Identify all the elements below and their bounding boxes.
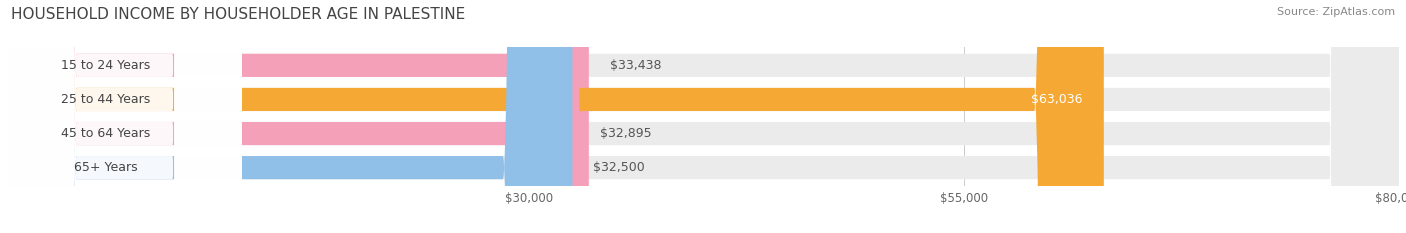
FancyBboxPatch shape	[7, 0, 242, 233]
Text: 45 to 64 Years: 45 to 64 Years	[60, 127, 150, 140]
FancyBboxPatch shape	[7, 0, 579, 233]
Text: $33,438: $33,438	[610, 59, 661, 72]
Text: Source: ZipAtlas.com: Source: ZipAtlas.com	[1277, 7, 1395, 17]
FancyBboxPatch shape	[7, 0, 242, 233]
Text: $63,036: $63,036	[1032, 93, 1083, 106]
FancyBboxPatch shape	[7, 0, 589, 233]
Text: 25 to 44 Years: 25 to 44 Years	[60, 93, 150, 106]
Text: $32,500: $32,500	[593, 161, 645, 174]
FancyBboxPatch shape	[7, 0, 1399, 233]
FancyBboxPatch shape	[7, 0, 242, 233]
FancyBboxPatch shape	[7, 0, 1399, 233]
FancyBboxPatch shape	[7, 0, 1399, 233]
Text: $32,895: $32,895	[600, 127, 652, 140]
FancyBboxPatch shape	[7, 0, 1399, 233]
Text: HOUSEHOLD INCOME BY HOUSEHOLDER AGE IN PALESTINE: HOUSEHOLD INCOME BY HOUSEHOLDER AGE IN P…	[11, 7, 465, 22]
FancyBboxPatch shape	[7, 0, 572, 233]
FancyBboxPatch shape	[7, 0, 242, 233]
FancyBboxPatch shape	[7, 0, 1104, 233]
Text: 65+ Years: 65+ Years	[75, 161, 138, 174]
Text: 15 to 24 Years: 15 to 24 Years	[60, 59, 150, 72]
